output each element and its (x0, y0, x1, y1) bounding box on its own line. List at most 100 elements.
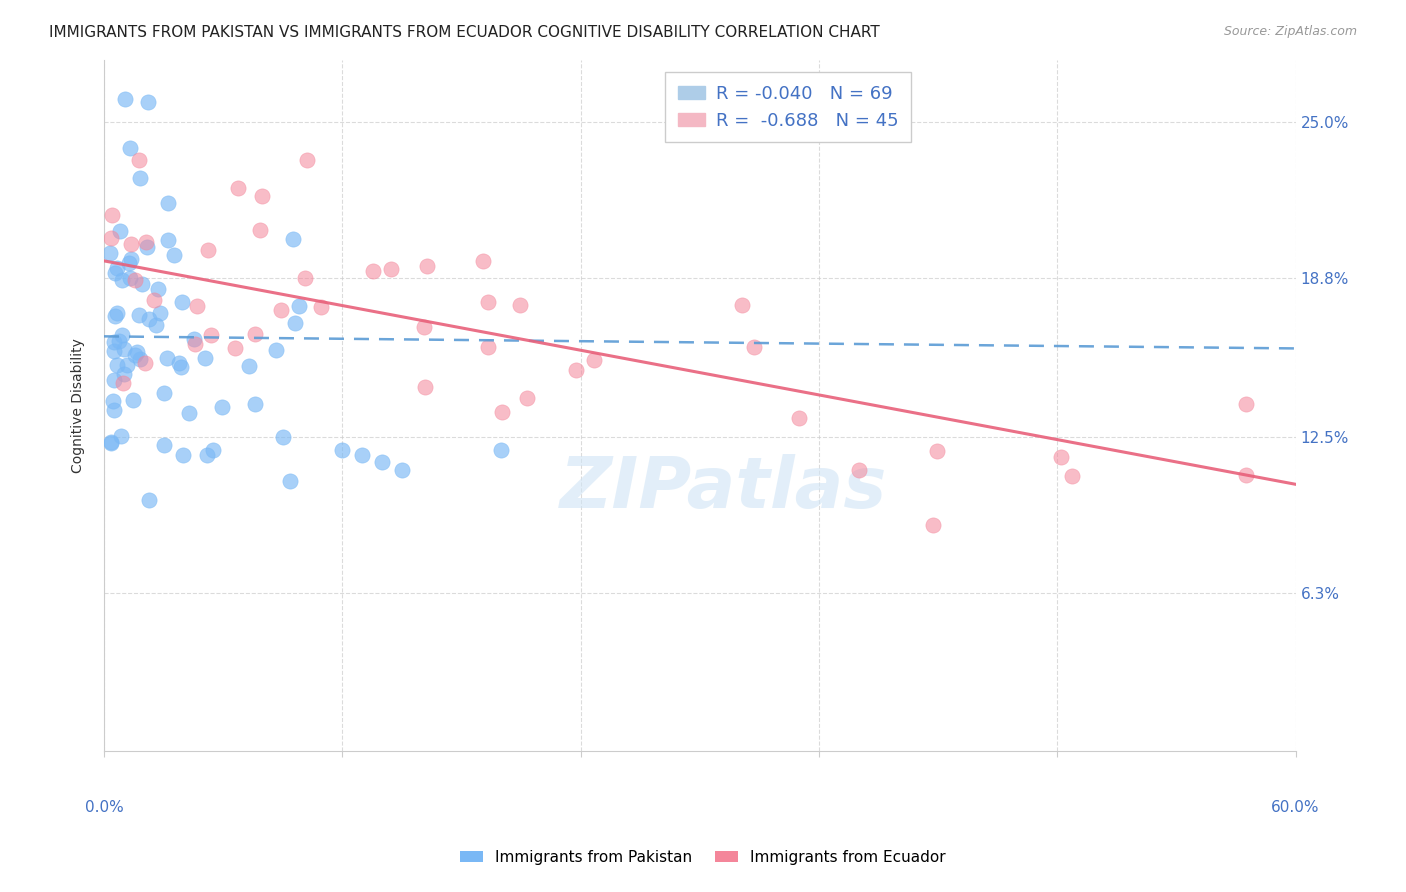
Point (128, 351, 150, 366)
Point (194, 351, 217, 365)
Point (172, 448, 194, 462)
Point (148, 283, 170, 297)
Point (195, 448, 218, 462)
Point (922, 518, 945, 533)
Point (104, 309, 127, 323)
Point (103, 334, 125, 349)
Point (120, 252, 142, 267)
Point (110, 224, 132, 238)
Point (156, 233, 179, 247)
Point (1060, 469, 1083, 483)
Point (250, 189, 273, 203)
Point (352, 448, 374, 462)
Point (224, 341, 246, 355)
Point (184, 337, 207, 351)
Point (183, 332, 205, 346)
Point (472, 253, 495, 268)
Point (249, 223, 271, 237)
Y-axis label: Cognitive Disability: Cognitive Disability (72, 338, 86, 473)
Point (153, 385, 176, 400)
Point (118, 270, 141, 285)
Text: 60.0%: 60.0% (1271, 800, 1320, 815)
Point (489, 442, 512, 457)
Point (163, 248, 186, 262)
Point (138, 311, 160, 326)
Point (197, 243, 219, 257)
Point (135, 235, 157, 249)
Point (243, 397, 266, 411)
Point (103, 344, 125, 359)
Point (135, 240, 157, 254)
Point (120, 237, 142, 252)
Point (226, 181, 249, 195)
Legend: Immigrants from Pakistan, Immigrants from Ecuador: Immigrants from Pakistan, Immigrants fro… (454, 844, 952, 871)
Point (371, 455, 394, 469)
Point (105, 306, 128, 320)
Point (391, 463, 413, 477)
Point (309, 300, 332, 314)
Point (111, 273, 134, 287)
Point (100, 435, 122, 450)
Point (105, 358, 128, 372)
Point (295, 153, 318, 168)
Point (156, 196, 179, 211)
Point (128, 153, 150, 168)
Point (110, 429, 132, 443)
Point (143, 293, 166, 307)
Point (200, 327, 222, 342)
Point (288, 300, 311, 314)
Point (413, 320, 436, 334)
Point (789, 411, 811, 425)
Point (477, 294, 499, 309)
Point (731, 298, 754, 312)
Point (509, 298, 531, 312)
Point (124, 273, 146, 287)
Point (380, 262, 402, 277)
Point (1234, 397, 1257, 411)
Point (925, 443, 948, 458)
Point (136, 95, 159, 110)
Point (238, 359, 260, 373)
Point (330, 442, 353, 457)
Point (145, 318, 167, 332)
Point (107, 334, 129, 348)
Point (477, 340, 499, 354)
Point (565, 363, 588, 377)
Text: ZIPatlas: ZIPatlas (560, 454, 887, 523)
Point (103, 402, 125, 417)
Point (1049, 450, 1071, 465)
Point (243, 327, 266, 342)
Point (122, 392, 145, 407)
Point (177, 406, 200, 420)
Point (283, 232, 305, 246)
Point (202, 442, 225, 457)
Point (100, 246, 122, 260)
Point (264, 343, 287, 357)
Text: IMMIGRANTS FROM PAKISTAN VS IMMIGRANTS FROM ECUADOR COGNITIVE DISABILITY CORRELA: IMMIGRANTS FROM PAKISTAN VS IMMIGRANTS F… (49, 25, 880, 40)
Point (186, 299, 208, 313)
Point (100, 231, 122, 245)
Point (134, 356, 156, 370)
Point (112, 368, 135, 382)
Text: 0.0%: 0.0% (84, 800, 124, 815)
Point (848, 463, 870, 477)
Text: Source: ZipAtlas.com: Source: ZipAtlas.com (1223, 25, 1357, 38)
Point (111, 376, 134, 390)
Point (271, 430, 294, 444)
Point (582, 353, 605, 368)
Point (128, 170, 150, 185)
Point (152, 437, 174, 451)
Point (112, 342, 135, 356)
Point (125, 344, 148, 359)
Point (284, 316, 307, 330)
Point (111, 328, 134, 343)
Point (138, 492, 160, 507)
Point (361, 264, 384, 278)
Legend: R = -0.040   N = 69, R =  -0.688   N = 45: R = -0.040 N = 69, R = -0.688 N = 45 (665, 72, 911, 143)
Point (128, 308, 150, 322)
Point (211, 401, 233, 415)
Point (167, 356, 190, 370)
Point (115, 359, 138, 373)
Point (270, 302, 292, 317)
Point (131, 277, 153, 292)
